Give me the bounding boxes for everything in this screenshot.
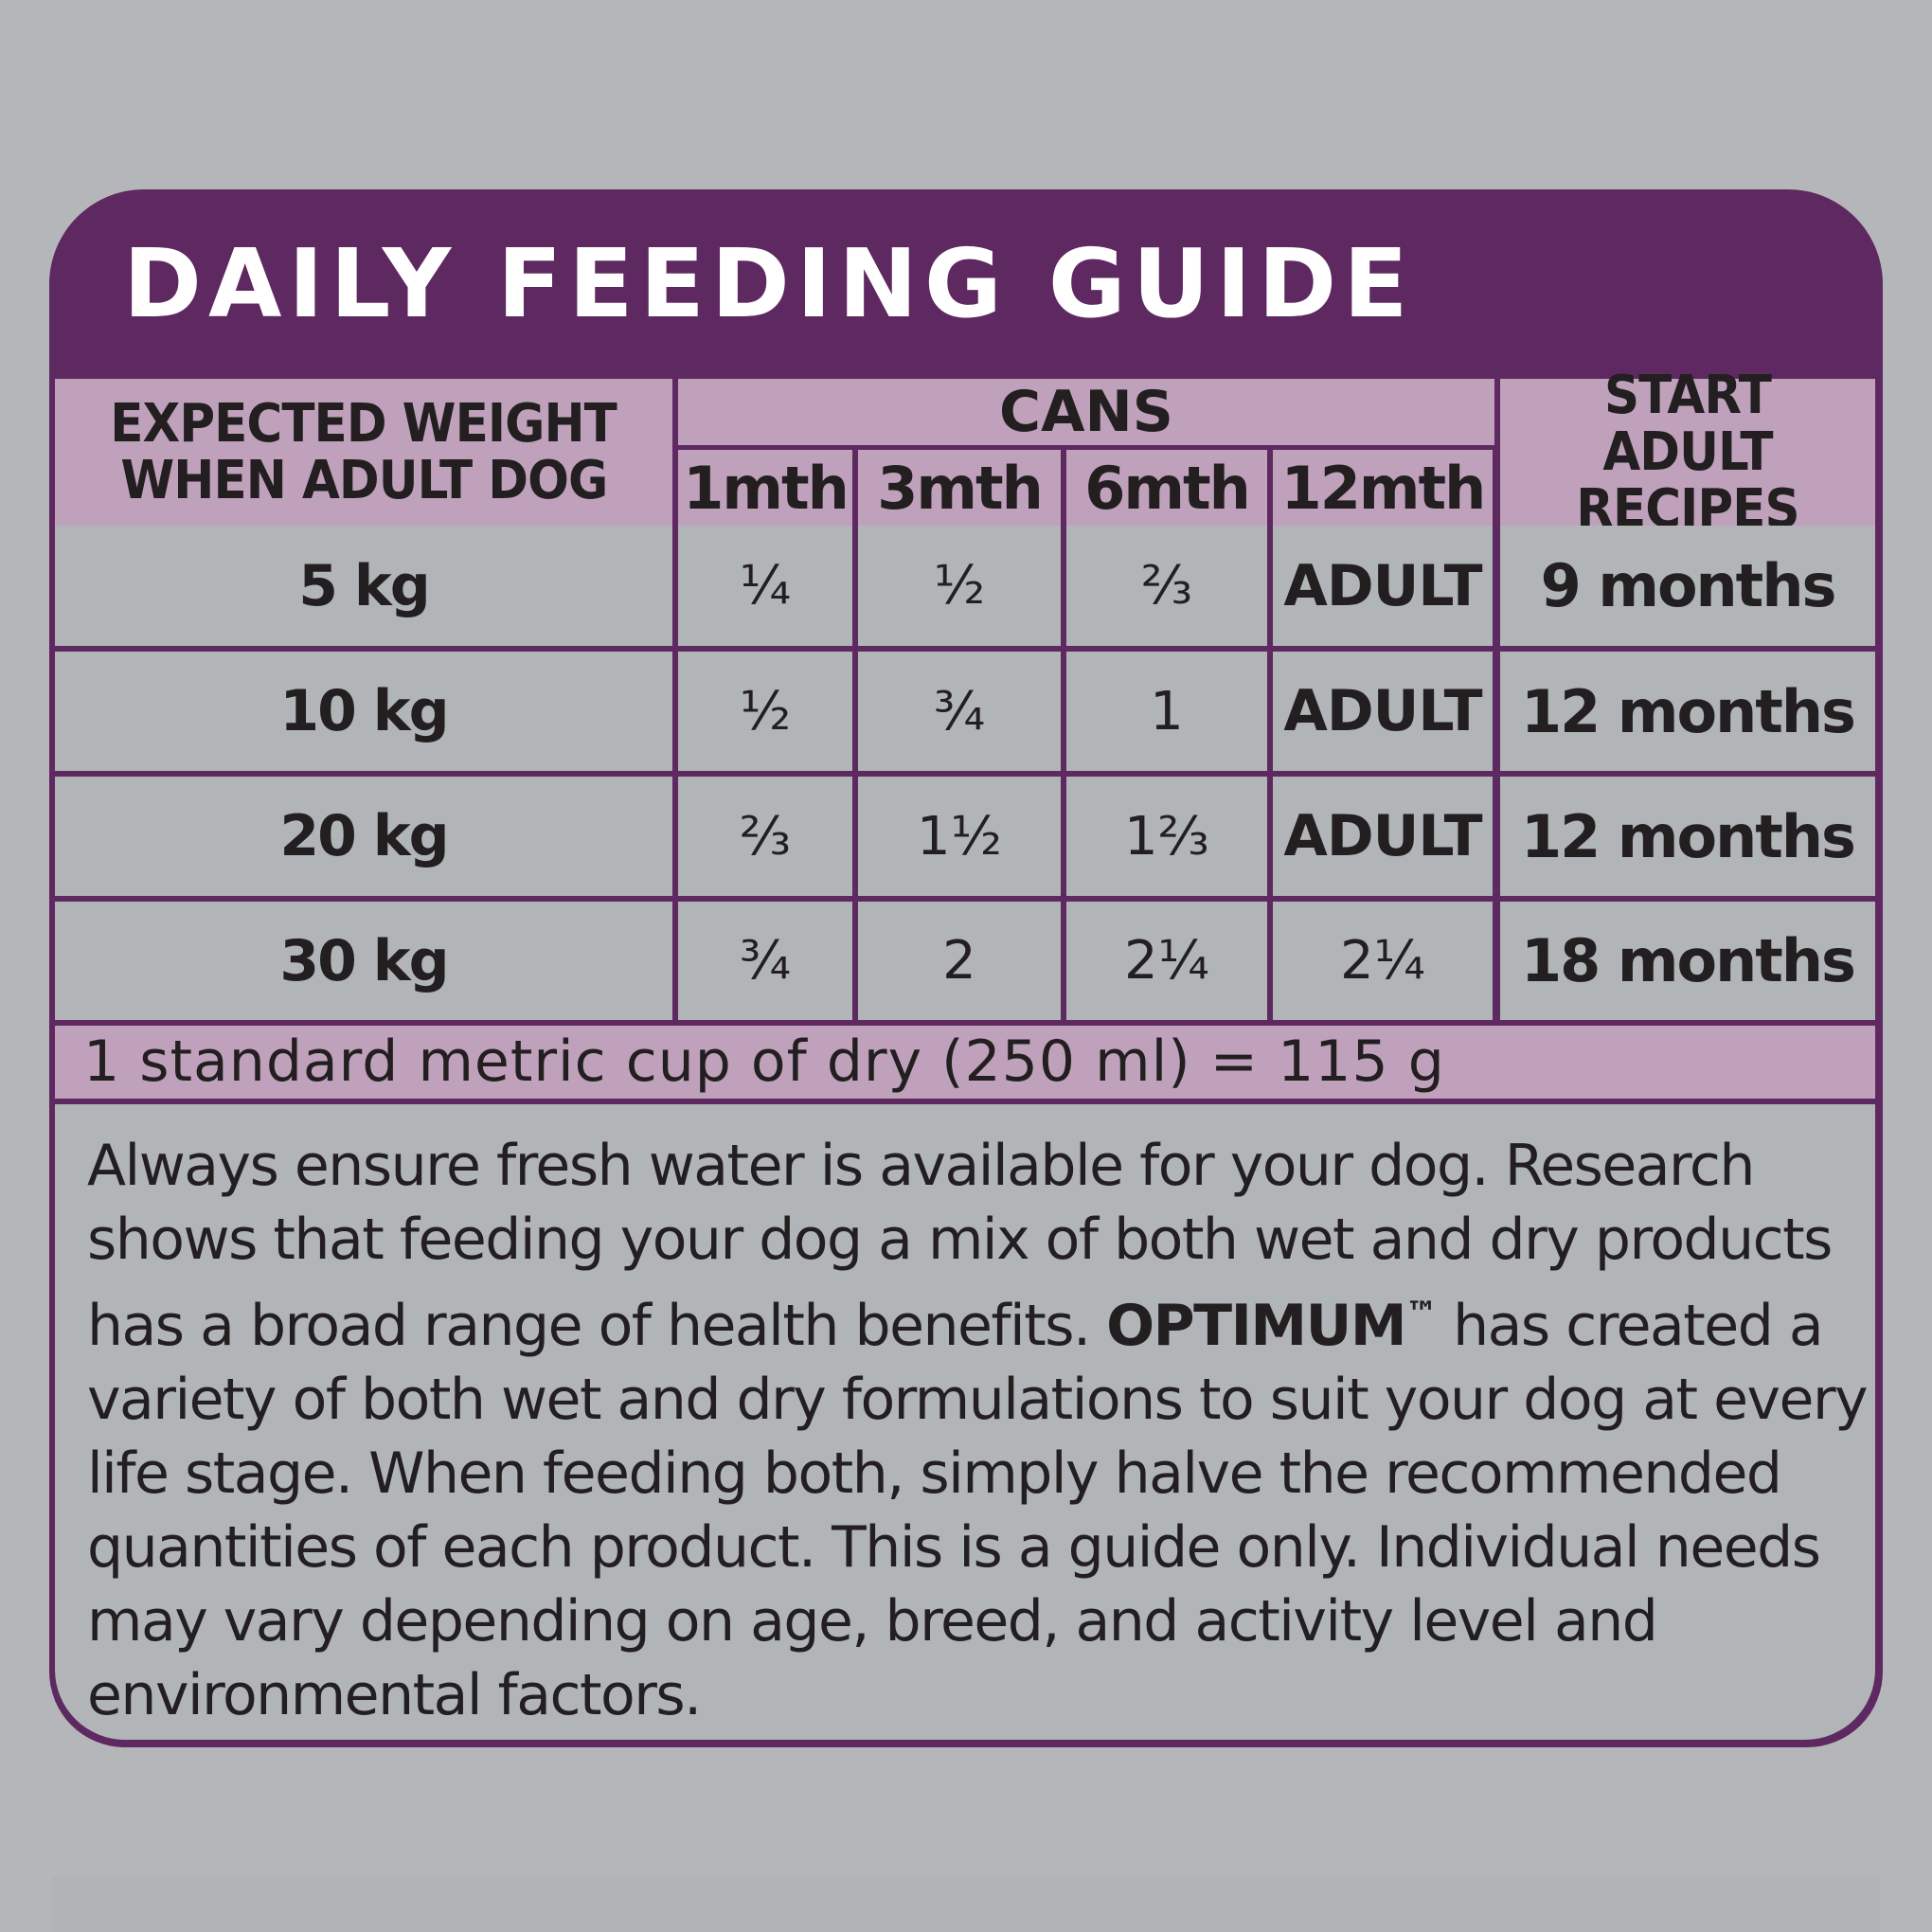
paragraph-text-2: has created a variety of both wet and dr… — [87, 1293, 1869, 1728]
cans-1mth-cell: ¼ — [678, 526, 852, 646]
weight-cell: 30 kg — [55, 902, 672, 1020]
start-adult-cell: 9 months — [1500, 526, 1875, 646]
cans-6mth-cell: 1 — [1066, 652, 1267, 771]
start-adult-cell: 12 months — [1500, 652, 1875, 771]
cans-6mth-cell: 2¼ — [1066, 902, 1267, 1020]
header-12mth: 12mth — [1273, 450, 1493, 526]
paragraph-text-1: Always ensure fresh water is available f… — [87, 1133, 1833, 1359]
body-text-area — [55, 1104, 1875, 1740]
cans-12mth-cell: ADULT — [1273, 526, 1493, 646]
cans-12mth-cell: ADULT — [1273, 652, 1493, 771]
header-expected-weight: EXPECTED WEIGHT WHEN ADULT DOG — [55, 379, 672, 526]
cans-3mth-cell: 1½ — [858, 777, 1061, 896]
cans-3mth-cell: ½ — [858, 526, 1061, 646]
weight-cell: 5 kg — [55, 526, 672, 646]
cans-3mth-cell: ¾ — [858, 652, 1061, 771]
header-start-adult-recipes: START ADULT RECIPES — [1500, 367, 1875, 537]
trademark-symbol: ™ — [1405, 1295, 1438, 1333]
cans-6mth-cell: 1⅔ — [1066, 777, 1267, 896]
feeding-advice-paragraph: Always ensure fresh water is available f… — [87, 1129, 1869, 1732]
header-3mth: 3mth — [858, 450, 1061, 526]
start-adult-cell: 18 months — [1500, 902, 1875, 1020]
cans-1mth-cell: ½ — [678, 652, 852, 771]
brand-name: OPTIMUM — [1106, 1293, 1406, 1359]
header-weight-line2: WHEN ADULT DOG — [119, 449, 608, 511]
header-cans: CANS — [678, 379, 1494, 445]
cans-12mth-cell: ADULT — [1273, 777, 1493, 896]
weight-cell: 20 kg — [55, 777, 672, 896]
weight-cell: 10 kg — [55, 652, 672, 771]
cans-1mth-cell: ⅔ — [678, 777, 852, 896]
bottom-strip — [52, 1877, 1880, 1932]
header-recipes-line1: START ADULT — [1602, 364, 1773, 483]
cup-conversion-note: 1 standard metric cup of dry (250 ml) = … — [55, 1026, 1875, 1099]
cans-1mth-cell: ¾ — [678, 902, 852, 1020]
cans-12mth-cell: 2¼ — [1273, 902, 1493, 1020]
start-adult-cell: 12 months — [1500, 777, 1875, 896]
header-6mth: 6mth — [1066, 450, 1267, 526]
cans-3mth-cell: 2 — [858, 902, 1061, 1020]
cans-6mth-cell: ⅔ — [1066, 526, 1267, 646]
header-1mth: 1mth — [678, 450, 852, 526]
page-title: DAILY FEEDING GUIDE — [123, 228, 1415, 339]
header-weight-line1: EXPECTED WEIGHT — [110, 392, 618, 455]
feeding-guide-panel: DAILY FEEDING GUIDE EXPECTED WEIGHT WHEN… — [49, 189, 1883, 1747]
